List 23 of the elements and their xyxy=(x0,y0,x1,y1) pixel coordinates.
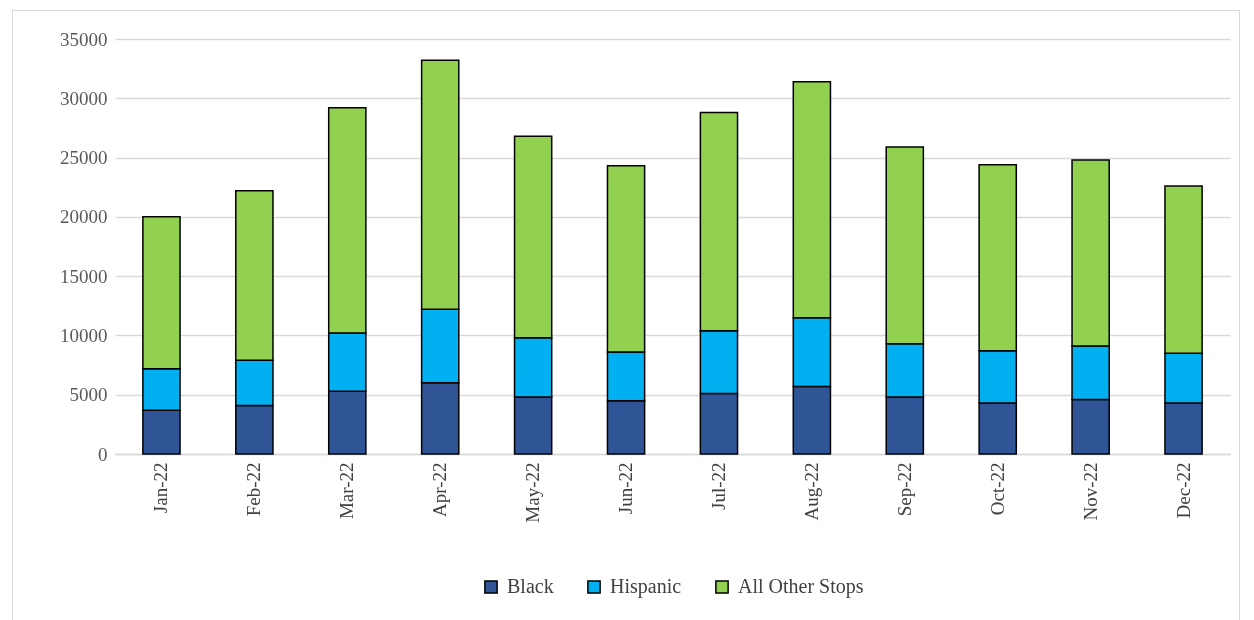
x-tick-label: Dec-22 xyxy=(1172,462,1194,519)
x-tick-label: Sep-22 xyxy=(893,462,915,517)
legend-label: Hispanic xyxy=(610,575,682,598)
x-tick-label: Apr-22 xyxy=(429,462,451,517)
x-tick-label: Jul-22 xyxy=(707,462,729,510)
x-tick-label: Aug-22 xyxy=(800,462,822,521)
y-tick-label: 15000 xyxy=(60,265,108,287)
y-tick-label: 35000 xyxy=(60,28,108,50)
x-tick-label: Jan-22 xyxy=(150,462,172,514)
x-tick-label: Mar-22 xyxy=(336,462,358,520)
y-tick-label: 10000 xyxy=(60,324,108,346)
legend-label: Black xyxy=(507,575,554,597)
x-tick-label: Feb-22 xyxy=(243,462,265,517)
y-tick-label: 20000 xyxy=(60,206,108,228)
legend-label: All Other Stops xyxy=(738,575,864,598)
x-tick-label: Jun-22 xyxy=(615,462,637,515)
y-tick-label: 30000 xyxy=(60,87,108,109)
x-tick-label: Oct-22 xyxy=(986,462,1008,516)
x-tick-label: May-22 xyxy=(522,462,544,523)
y-tick-label: 25000 xyxy=(60,147,108,169)
y-tick-label: 5000 xyxy=(69,384,108,406)
y-tick-label: 0 xyxy=(98,443,108,465)
x-tick-label: Nov-22 xyxy=(1079,462,1101,521)
